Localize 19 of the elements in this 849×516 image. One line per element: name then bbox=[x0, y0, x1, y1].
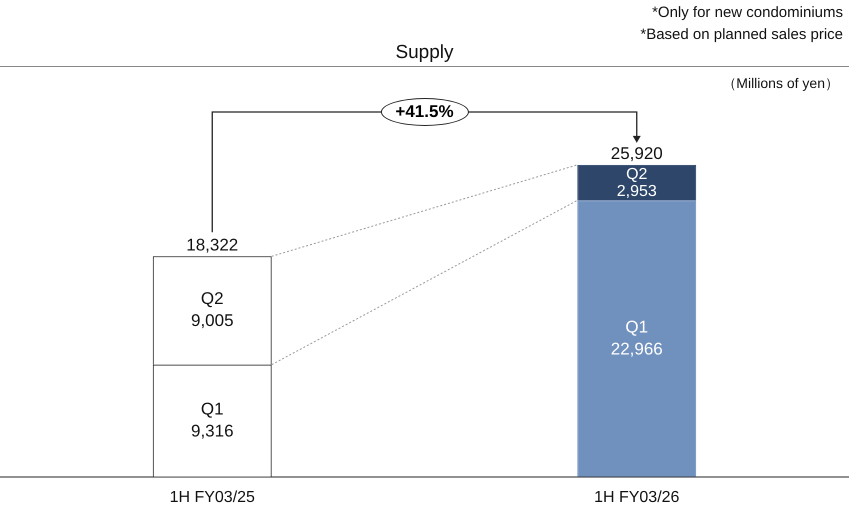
chart-title: Supply bbox=[394, 42, 455, 64]
data-label: 22,966 bbox=[610, 339, 663, 358]
text: Q2 bbox=[200, 289, 224, 308]
text: +41.5% bbox=[380, 98, 469, 126]
text: *Based on planned sales price bbox=[640, 25, 843, 45]
x-tick-label: 1H FY03/25 bbox=[170, 488, 256, 506]
data-label: 9,005 bbox=[190, 311, 234, 330]
bar bbox=[577, 200, 696, 477]
data-label: 9,316 bbox=[190, 421, 234, 440]
total-label: 25,920 bbox=[610, 144, 663, 164]
bar bbox=[577, 164, 696, 200]
x-tick-label: 1H FY03/26 bbox=[594, 488, 680, 506]
text: （Millions of yen） bbox=[722, 75, 839, 93]
series-label: Q2 bbox=[626, 166, 648, 184]
text: *Only for new condominiums bbox=[651, 3, 843, 23]
data-label: 2,953 bbox=[616, 183, 657, 200]
text: Q1 bbox=[625, 317, 648, 336]
total-label: 18,322 bbox=[186, 235, 238, 254]
series-label: Q1 bbox=[200, 399, 224, 418]
